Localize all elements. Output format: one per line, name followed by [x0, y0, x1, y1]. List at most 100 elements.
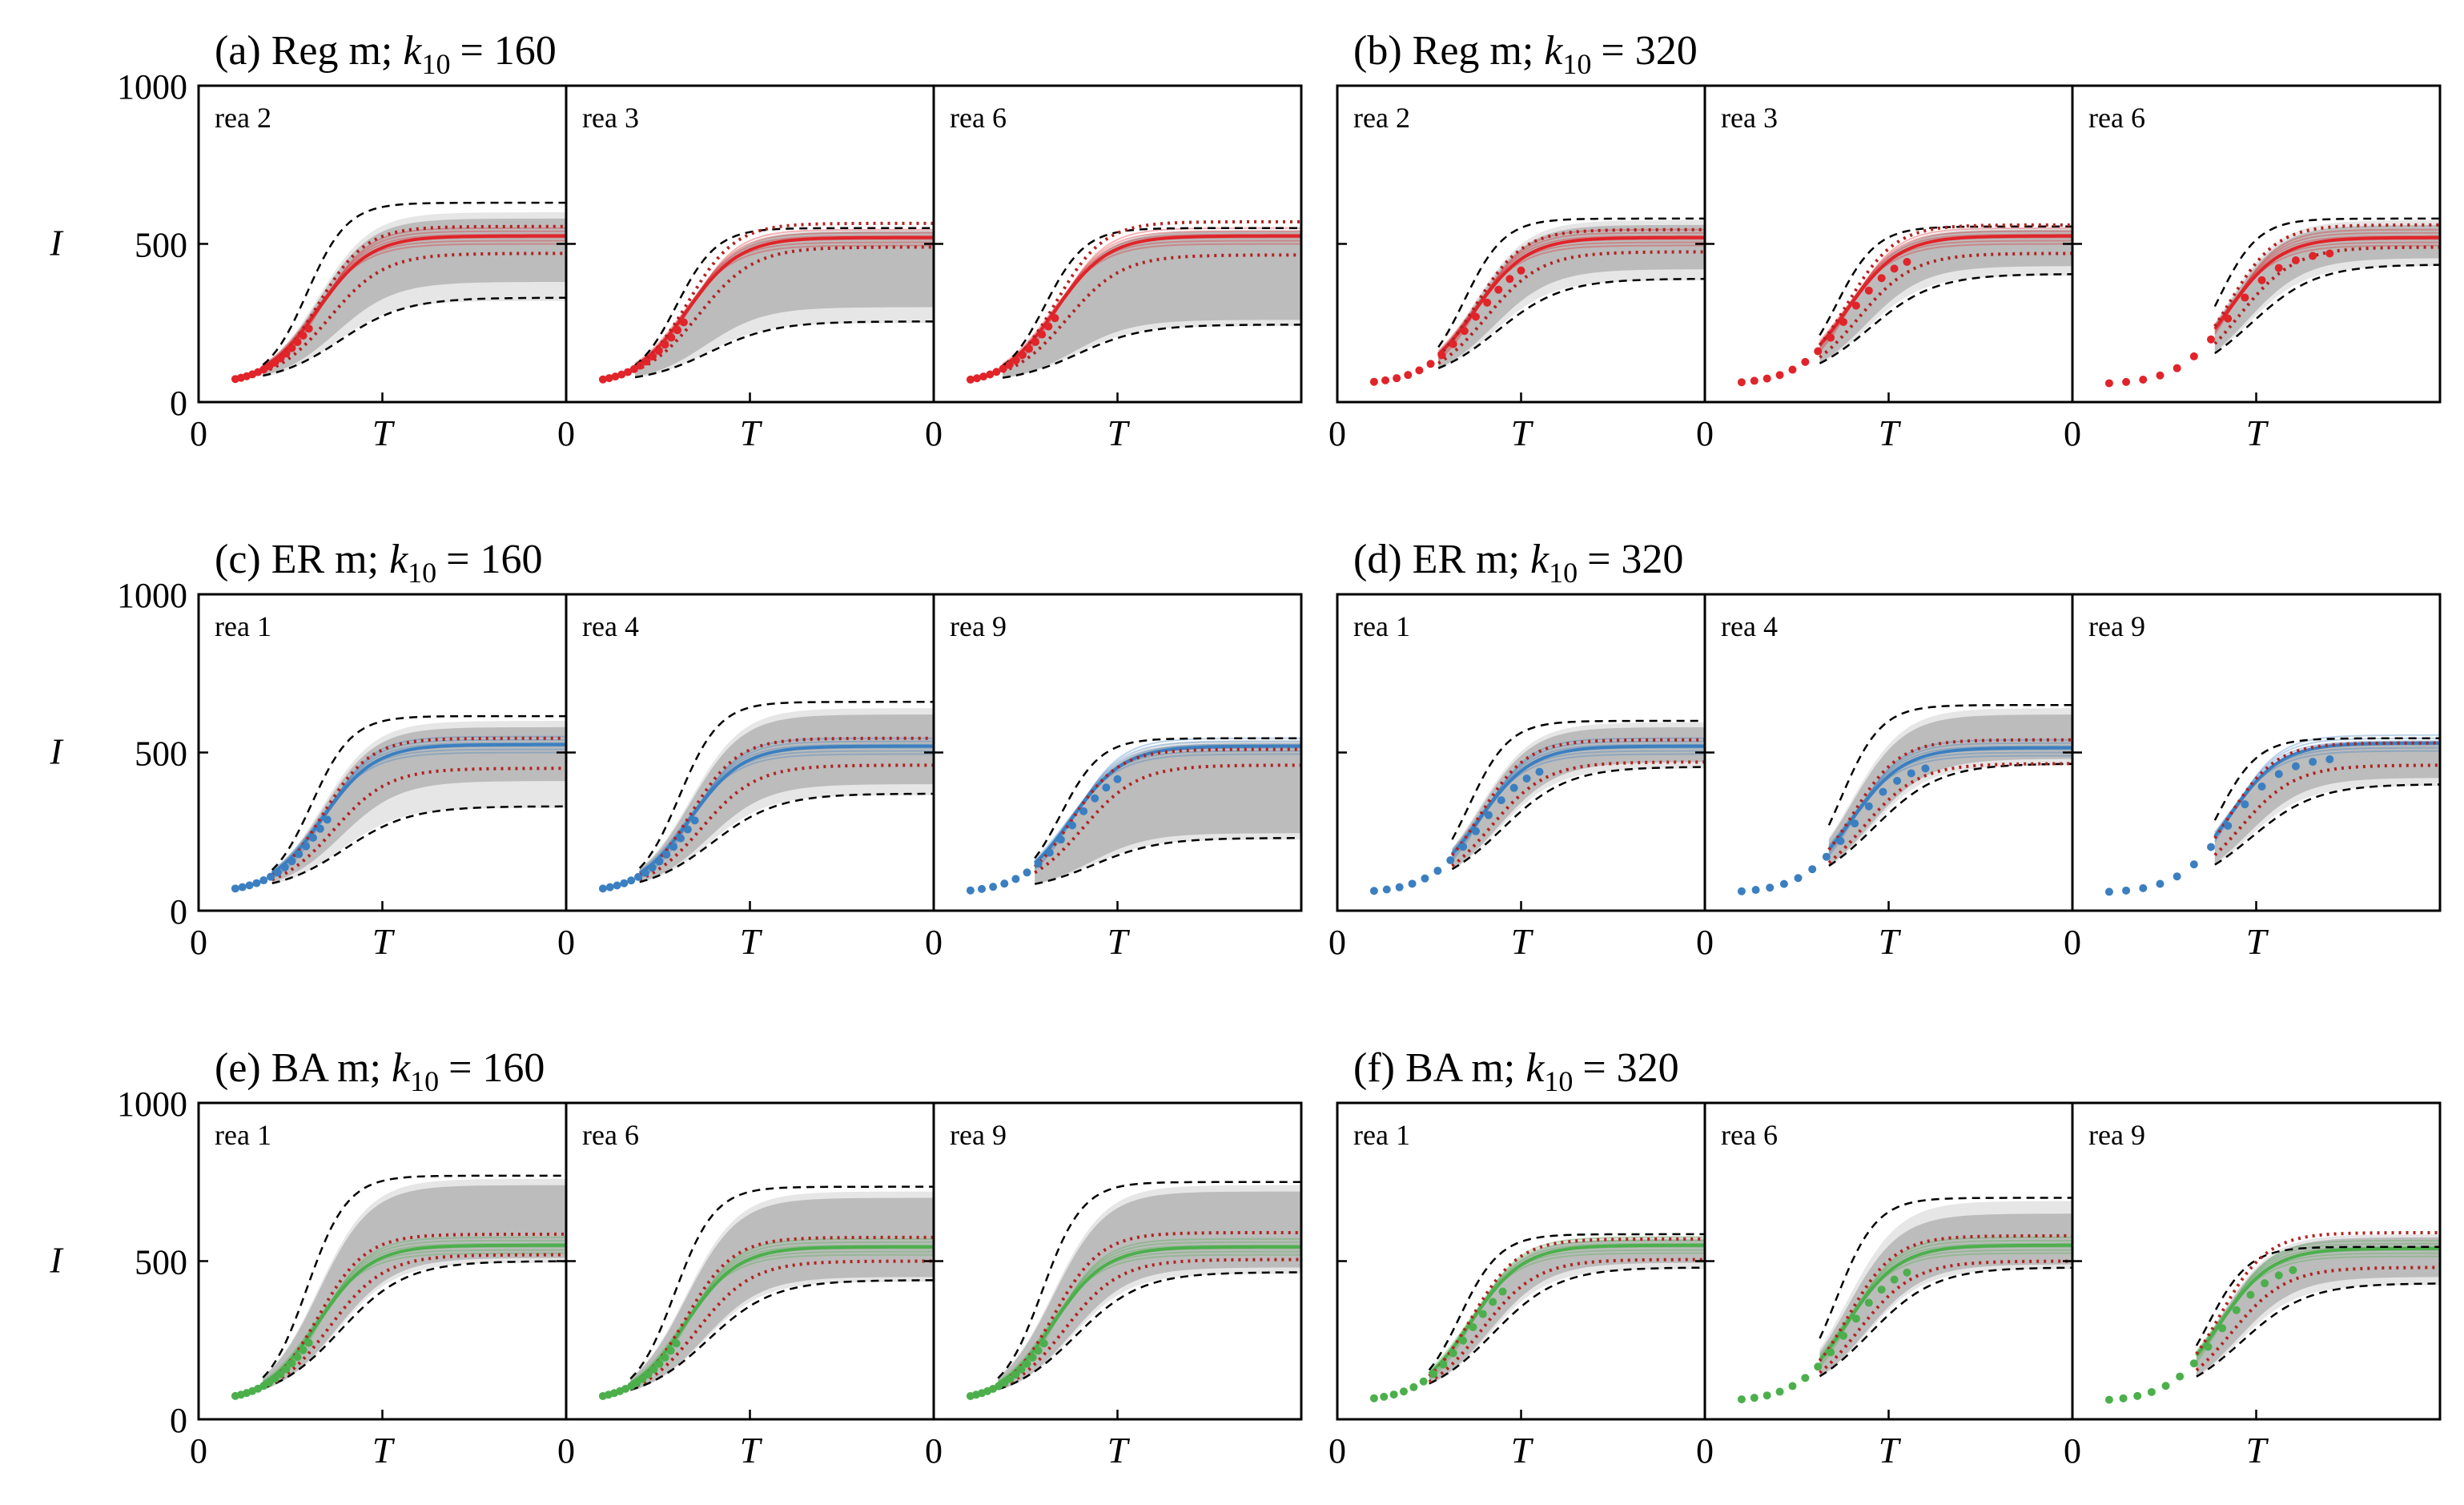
observed-point — [1472, 827, 1481, 835]
uncertainty-band-inner — [1035, 742, 1301, 884]
observed-point — [1737, 887, 1746, 895]
observed-point — [989, 883, 998, 891]
trajectory-line — [1429, 1249, 1705, 1374]
observed-point — [2156, 879, 2165, 888]
observed-point — [1415, 366, 1424, 375]
observed-point — [1011, 356, 1020, 364]
lower-bound-line — [1429, 1266, 1705, 1385]
observed-point — [1419, 1377, 1428, 1386]
observed-point — [2291, 762, 2300, 771]
observed-point — [2139, 883, 2148, 892]
x-tick-label-zero: 0 — [925, 414, 943, 453]
y-axis-label: I — [49, 223, 64, 264]
lower-bound-line — [1002, 324, 1301, 379]
observed-point — [1006, 1374, 1015, 1383]
trajectory-line — [262, 1236, 566, 1390]
observed-point — [623, 368, 632, 376]
observed-point — [1890, 264, 1899, 273]
y-tick-label-0: 0 — [170, 1401, 187, 1440]
x-tick-label-zero: 0 — [1696, 1431, 1714, 1471]
panel-plot-area — [2104, 1230, 2440, 1404]
observed-point — [620, 879, 629, 887]
observed-point — [2246, 1290, 2255, 1299]
observed-point — [1750, 1394, 1759, 1402]
observed-point — [1034, 1346, 1043, 1355]
observed-point — [2224, 821, 2233, 830]
observed-point — [683, 825, 692, 834]
panel-c-1: rea 1 0 T — [190, 593, 568, 962]
observed-point — [2241, 293, 2249, 302]
panel-plot-area — [231, 1174, 566, 1400]
observed-point — [1808, 865, 1817, 874]
observed-point — [1028, 1353, 1037, 1362]
panel-plot-area — [1369, 1233, 1705, 1402]
reference-lower-line — [2213, 245, 2440, 345]
panel-label: rea 1 — [1353, 610, 1410, 642]
trajectory-line — [2214, 734, 2440, 843]
observed-point — [2291, 256, 2300, 265]
observed-point — [1399, 1387, 1408, 1396]
reference-upper-line — [629, 1235, 934, 1387]
observed-point — [598, 375, 607, 384]
x-axis-label: T — [740, 1430, 763, 1471]
observed-point — [1478, 1310, 1487, 1318]
panel-plot-area — [598, 221, 934, 384]
observed-point — [1505, 275, 1514, 284]
x-axis-label: T — [1511, 412, 1534, 453]
observed-point — [1018, 351, 1027, 360]
observed-point — [1737, 1395, 1746, 1404]
uncertainty-band-inner — [263, 218, 566, 376]
observed-point — [2289, 1266, 2297, 1274]
panel-plot-area — [1737, 1197, 2072, 1404]
observed-point — [638, 1374, 647, 1383]
observed-point — [598, 884, 607, 893]
observed-point — [1011, 1370, 1020, 1379]
observed-point — [2257, 276, 2266, 284]
observed-point — [2207, 843, 2216, 851]
series-mean-line — [1002, 234, 1301, 368]
trajectory-line — [1828, 738, 2072, 856]
observed-point — [672, 1339, 681, 1348]
x-tick-label-zero: 0 — [1696, 923, 1714, 962]
panel-c-3: rea 9 0 T — [924, 593, 1303, 962]
observed-point — [1494, 285, 1503, 294]
uncertainty-band-inner — [263, 1185, 566, 1390]
observed-point — [1393, 374, 1401, 383]
observed-point — [1498, 1287, 1507, 1296]
x-axis-label: T — [2246, 412, 2269, 453]
upper-bound-line — [271, 714, 566, 871]
observed-point — [245, 881, 254, 890]
observed-point — [287, 1359, 296, 1368]
panel-e-3: rea 9 0 T — [924, 1101, 1303, 1471]
observed-point — [1079, 807, 1088, 815]
observed-point — [636, 361, 645, 370]
trajectory-line — [997, 1253, 1301, 1382]
observed-point — [271, 1374, 279, 1383]
x-axis-label: T — [740, 921, 763, 962]
observed-point — [1879, 787, 1887, 796]
observed-point — [280, 863, 289, 871]
trajectory-line — [262, 227, 566, 373]
lower-bound-line — [263, 296, 566, 377]
observed-point — [1031, 338, 1040, 347]
uncertainty-band-inner — [2196, 1237, 2440, 1377]
lower-bound-line — [2214, 264, 2440, 355]
reference-lower-line — [1819, 1259, 2072, 1374]
observed-point — [1038, 330, 1047, 339]
uncertainty-band-inner — [635, 231, 934, 377]
observed-point — [2261, 1279, 2269, 1288]
upper-bound-line — [1002, 227, 1301, 368]
lower-bound-line — [997, 1271, 1301, 1390]
observed-point — [1051, 314, 1059, 323]
observed-point — [1484, 811, 1493, 819]
upper-bound-line — [2213, 217, 2440, 308]
observed-point — [2122, 886, 2131, 895]
observed-point — [2147, 1387, 2156, 1396]
observed-point — [2189, 1359, 2198, 1368]
upper-bound-line — [634, 227, 934, 367]
reference-upper-line — [2195, 1230, 2440, 1355]
lower-bound-line — [1451, 766, 1705, 871]
observed-point — [973, 374, 982, 383]
observed-point — [1763, 1391, 1771, 1400]
observed-point — [2122, 377, 2131, 386]
